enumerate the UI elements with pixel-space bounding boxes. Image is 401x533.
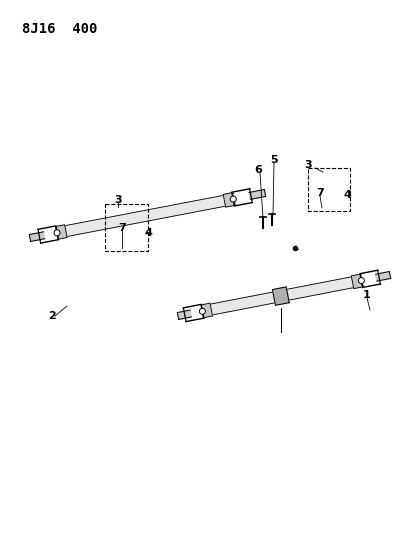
Polygon shape [200,303,212,318]
Text: 8J16  400: 8J16 400 [22,22,97,36]
Text: 3: 3 [114,195,122,205]
Polygon shape [62,193,235,237]
Text: 7: 7 [118,223,126,233]
Polygon shape [29,232,45,241]
Polygon shape [375,272,390,281]
Text: 7: 7 [315,188,323,198]
Polygon shape [272,287,288,305]
Polygon shape [350,274,362,289]
Text: 3: 3 [304,160,311,170]
Text: 5: 5 [269,155,277,165]
Polygon shape [249,190,265,199]
Bar [105,204,148,251]
Polygon shape [206,275,363,316]
Circle shape [54,230,60,236]
Polygon shape [223,193,234,207]
Circle shape [357,278,363,284]
Polygon shape [177,310,191,319]
Polygon shape [56,225,67,239]
Text: 2: 2 [48,311,56,321]
Text: 4: 4 [144,228,152,238]
Text: 4: 4 [342,190,350,200]
Circle shape [199,308,205,314]
Circle shape [230,196,236,202]
Text: 1: 1 [362,290,370,300]
Bar [307,168,349,211]
Text: 6: 6 [253,165,261,175]
